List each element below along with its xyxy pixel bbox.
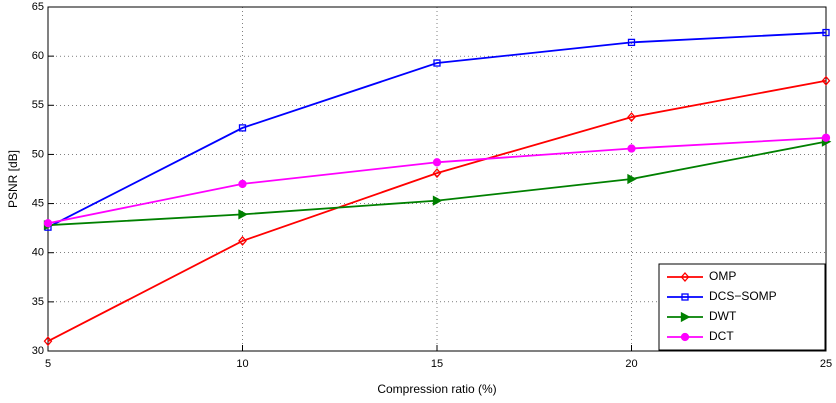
marker [680, 311, 691, 323]
y-tick-label: 30 [32, 345, 44, 357]
x-tick-label: 10 [236, 358, 248, 370]
y-tick-label: 35 [32, 296, 44, 308]
x-axis-label: Compression ratio (%) [377, 382, 496, 396]
marker [627, 38, 636, 47]
marker [821, 75, 831, 86]
legend-label: DWT [709, 309, 737, 323]
series-line [47, 31, 827, 228]
y-tick-label: 45 [32, 197, 44, 209]
y-axis-label: PSNR [dB] [6, 150, 20, 208]
marker [43, 219, 53, 228]
legend-label: OMP [709, 269, 736, 283]
marker [432, 168, 442, 179]
x-tick-label: 15 [431, 358, 443, 370]
marker [238, 179, 247, 189]
marker [627, 112, 636, 123]
x-tick-label: 20 [625, 358, 637, 370]
marker [238, 235, 247, 246]
marker [238, 124, 247, 132]
marker [627, 173, 637, 185]
marker [822, 28, 830, 37]
marker [627, 144, 636, 153]
marker [680, 332, 690, 342]
y-tick-label: 65 [32, 1, 44, 13]
legend: OMP DCS−SOMP DWT DCT [658, 263, 826, 351]
y-tick-label: 40 [32, 247, 44, 259]
marker [432, 195, 443, 206]
marker [43, 336, 53, 347]
legend-label: DCS−SOMP [709, 289, 777, 303]
plot-frame [47, 6, 827, 352]
x-tick-label: 25 [820, 358, 832, 370]
marker [433, 59, 441, 67]
y-tick-label: 60 [32, 50, 44, 62]
marker [821, 133, 831, 142]
marker [681, 293, 689, 301]
x-tick-label: 5 [45, 358, 51, 370]
marker [238, 209, 248, 220]
marker [680, 272, 690, 282]
legend-label: DCT [709, 329, 734, 343]
y-tick-label: 50 [32, 148, 44, 160]
series-line [47, 79, 827, 342]
marker [432, 158, 442, 167]
y-tick-label: 55 [32, 99, 44, 111]
